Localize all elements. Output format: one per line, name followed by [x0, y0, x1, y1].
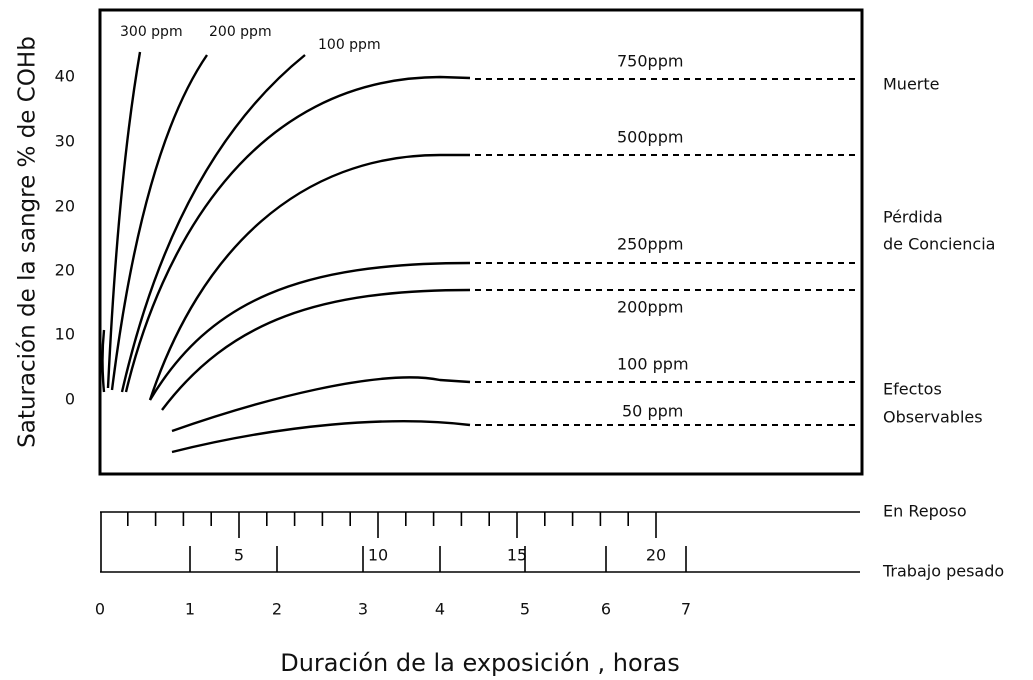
curve-label: 100 ppm — [617, 355, 689, 374]
y-tick-label: 30 — [55, 132, 75, 151]
y-tick-label: 0 — [65, 390, 75, 409]
curve — [148, 153, 470, 401]
curve-label: 500ppm — [617, 128, 683, 147]
rest-tick-label: 5 — [234, 546, 244, 565]
heavy-tick-label: 1 — [185, 600, 195, 619]
rest-tick-label: 10 — [368, 546, 388, 565]
rest-tick-label: 20 — [646, 546, 666, 565]
y-axis-title: Saturación de la sangre % de COHb — [15, 36, 41, 448]
heavy-tick-label: 2 — [272, 600, 282, 619]
curve-label: 250ppm — [617, 235, 683, 254]
zone-label: Efectos — [883, 380, 942, 399]
curve — [120, 54, 306, 393]
curve — [101, 329, 106, 393]
zone-label: de Conciencia — [883, 235, 995, 254]
heavy-tick-label: 6 — [601, 600, 611, 619]
curve — [148, 261, 471, 401]
curve-label: 50 ppm — [622, 402, 683, 421]
heavy-tick-label: 3 — [358, 600, 368, 619]
y-tick-label: 10 — [55, 325, 75, 344]
y-tick-label: 20 — [55, 197, 75, 216]
curve — [106, 51, 142, 389]
heavy-tick-label: 0 — [95, 600, 105, 619]
curve — [171, 376, 471, 433]
heavy-tick-label: 5 — [520, 600, 530, 619]
zone-label: Muerte — [883, 75, 939, 94]
plot-frame — [98, 8, 864, 476]
scale-label: Trabajo pesado — [882, 562, 1004, 581]
x-axis-title: Duración de la exposición , horas — [280, 649, 680, 677]
curve-label: 200ppm — [617, 298, 683, 317]
curve-label: 100 ppm — [318, 37, 381, 53]
heavy-tick-label: 4 — [435, 600, 445, 619]
curve — [110, 54, 208, 391]
curve — [171, 420, 471, 454]
curve — [124, 75, 471, 393]
curves — [101, 51, 860, 454]
curve-label: 300 ppm — [120, 24, 183, 40]
scale-label: En Reposo — [883, 502, 967, 521]
y-tick-label: 40 — [55, 67, 75, 86]
curve — [161, 288, 471, 411]
zone-label: Pérdida — [883, 208, 943, 227]
rest-tick-label: 15 — [507, 546, 527, 565]
y-tick-label: 20 — [55, 261, 75, 280]
curve-label: 200 ppm — [209, 24, 272, 40]
zone-label: Observables — [883, 408, 983, 427]
heavy-tick-label: 7 — [681, 600, 691, 619]
curve-label: 750ppm — [617, 52, 683, 71]
